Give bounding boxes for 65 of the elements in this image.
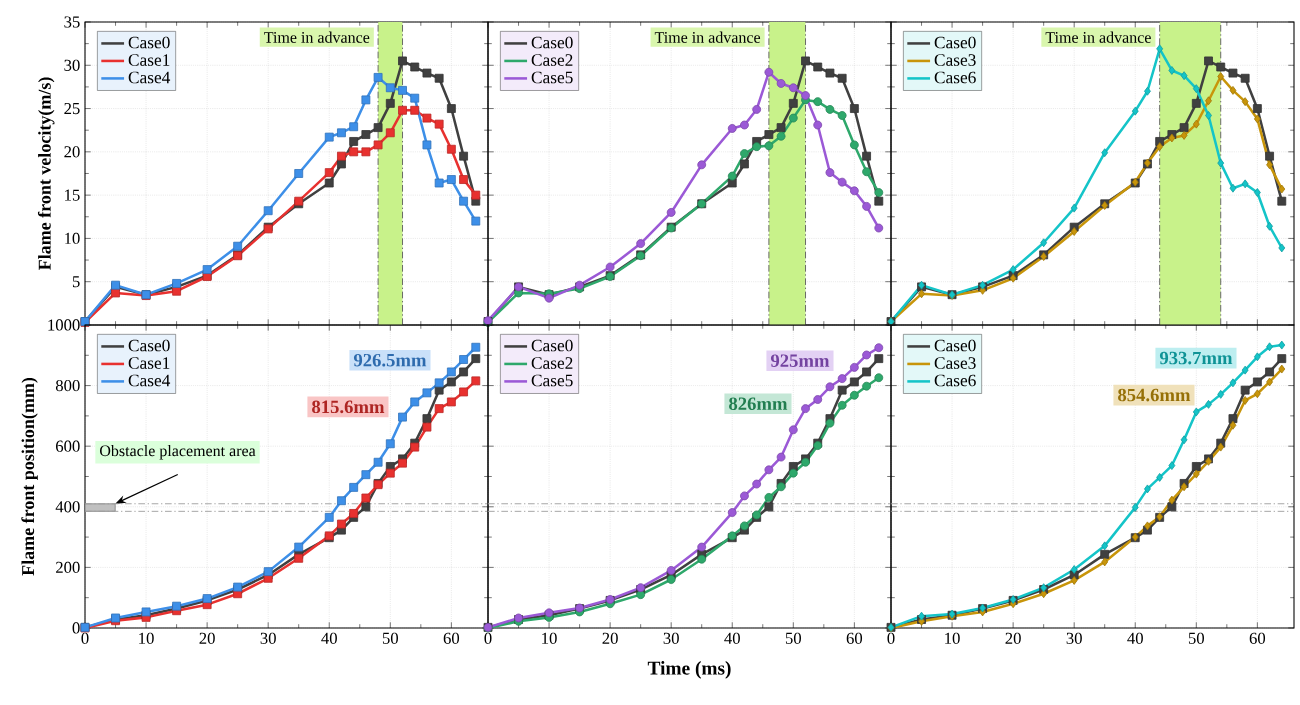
x-tick-label: 40 [724,632,740,644]
annotation: 933.7mm [1159,351,1233,365]
annotation: 925mm [770,354,830,367]
legend-label: Case0 [531,339,573,352]
x-tick-label: 60 [1249,632,1266,644]
y-tick-label: 25 [64,102,80,115]
y-tick-label: 200 [56,561,80,574]
legend-label: Case4 [128,71,171,84]
x-axis-title: Time (ms) [647,661,731,679]
x-tick-label: 0 [484,632,492,644]
band-label: Obstacle placement area [100,444,256,460]
x-tick-label: 0 [81,632,89,644]
legend-label: Case1 [128,357,170,369]
x-tick-label: 40 [321,632,337,644]
legend-label: Case3 [934,357,976,369]
y-tick-label: 400 [55,501,80,513]
y-axis-title: Flame front velocity(m/s) [37,77,55,270]
legend-label: Case6 [934,374,976,387]
y-tick-label: 5 [72,276,80,288]
legend-label: Case0 [531,36,573,49]
legend-label: Case2 [531,54,573,66]
legend-label: Case2 [531,357,573,369]
band-label: Time in advance [1045,31,1151,43]
x-tick-label: 50 [382,632,398,644]
legend-label: Case4 [128,374,171,387]
legend-label: Case0 [934,339,976,352]
band-label: Time in advance [654,31,761,43]
legend-label: Case5 [531,71,573,84]
x-tick-label: 0 [887,632,895,644]
x-tick-label: 50 [785,632,801,644]
y-tick-label: 0 [72,622,80,634]
legend-label: Case3 [934,54,976,66]
annotation: 926.5mm [353,353,427,367]
x-tick-label: 20 [199,632,215,644]
x-tick-label: 20 [1005,632,1021,644]
y-tick-label: 1000 [48,319,80,331]
x-tick-label: 30 [1066,632,1082,644]
y-tick-label: 35 [64,16,80,28]
x-tick-label: 10 [945,632,960,644]
x-tick-label: 10 [542,632,557,644]
legend-label: Case0 [934,36,976,49]
x-tick-label: 40 [1127,632,1143,644]
x-tick-label: 60 [443,632,460,644]
y-tick-label: 30 [64,59,80,71]
annotation: 826mm [729,397,788,411]
x-tick-label: 30 [260,632,276,644]
y-tick-label: 600 [56,440,80,452]
y-tick-label: 15 [65,189,80,201]
x-tick-label: 50 [1188,632,1204,644]
y-tick-label: 10 [65,232,80,245]
x-tick-label: 20 [602,632,618,644]
x-tick-label: 60 [846,632,863,644]
y-axis-title: Flame front position(mm) [21,377,38,576]
legend-label: Case0 [128,339,170,352]
x-tick-label: 30 [663,632,679,644]
annotation: 815.6mm [312,400,385,414]
y-tick-label: 20 [64,146,80,158]
legend-label: Case5 [531,374,573,387]
band-label: Time in advance [264,31,370,43]
legend-label: Case0 [128,36,170,49]
legend-label: Case6 [934,71,976,84]
annotation: 854.6mm [1118,388,1191,402]
y-tick-label: 800 [55,379,80,392]
x-tick-label: 10 [139,632,154,644]
legend-label: Case1 [128,54,170,66]
